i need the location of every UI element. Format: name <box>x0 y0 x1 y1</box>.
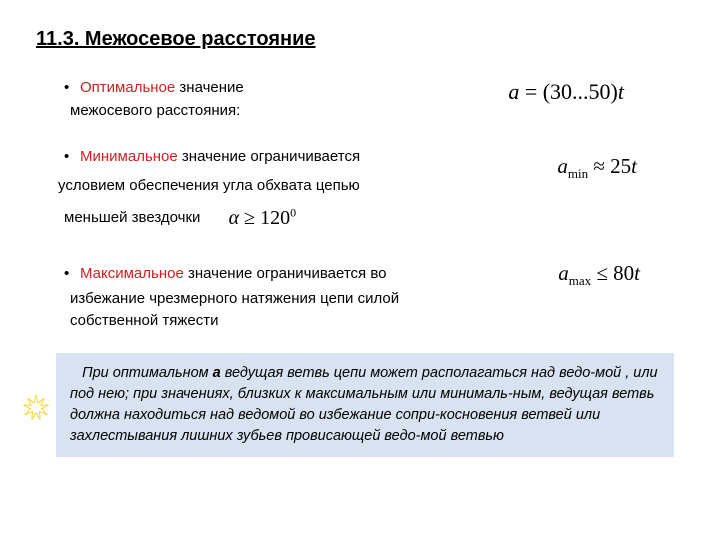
maximal-line2: избежание чрезмерного натяжения цепи сил… <box>36 288 470 333</box>
optimal-section: • Оптимальное значение межосевого рассто… <box>36 77 684 122</box>
alpha-formula: α ≥ 1200 <box>229 203 296 233</box>
minimal-rest1: значение ограничивается <box>178 148 360 165</box>
minimal-line3: меньшей звездочки <box>64 209 200 226</box>
optimal-formula: a = (30...50)t <box>508 79 624 105</box>
note-a: а <box>213 365 221 381</box>
maximal-formula: amax ≤ 80t <box>558 261 640 289</box>
burst-icon <box>22 394 50 422</box>
maximal-text: • Максимальное значение ограничивается в… <box>36 263 470 286</box>
optimal-label: Оптимальное <box>80 79 175 96</box>
minimal-text: • Минимальное значение ограничивается <box>36 146 430 169</box>
maximal-rest1: значение ограничивается во <box>184 265 387 282</box>
minimal-label: Минимальное <box>80 148 178 165</box>
note-box: При оптимальном а ведущая ветвь цепи мож… <box>56 353 674 457</box>
section-title: 11.3. Межосевое расстояние <box>36 28 684 51</box>
maximal-section: • Максимальное значение ограничивается в… <box>36 263 684 333</box>
note-pre: При оптимальном <box>82 365 213 381</box>
minimal-line3-row: меньшей звездочки α ≥ 1200 <box>36 203 684 233</box>
minimal-formula: amin ≈ 25t <box>557 154 637 182</box>
minimal-section: • Минимальное значение ограничивается ус… <box>36 146 684 233</box>
maximal-label: Максимальное <box>80 265 184 282</box>
minimal-line2: условием обеспечения угла обхвата цепью <box>36 175 418 198</box>
optimal-text: • Оптимальное значение межосевого рассто… <box>36 77 330 122</box>
